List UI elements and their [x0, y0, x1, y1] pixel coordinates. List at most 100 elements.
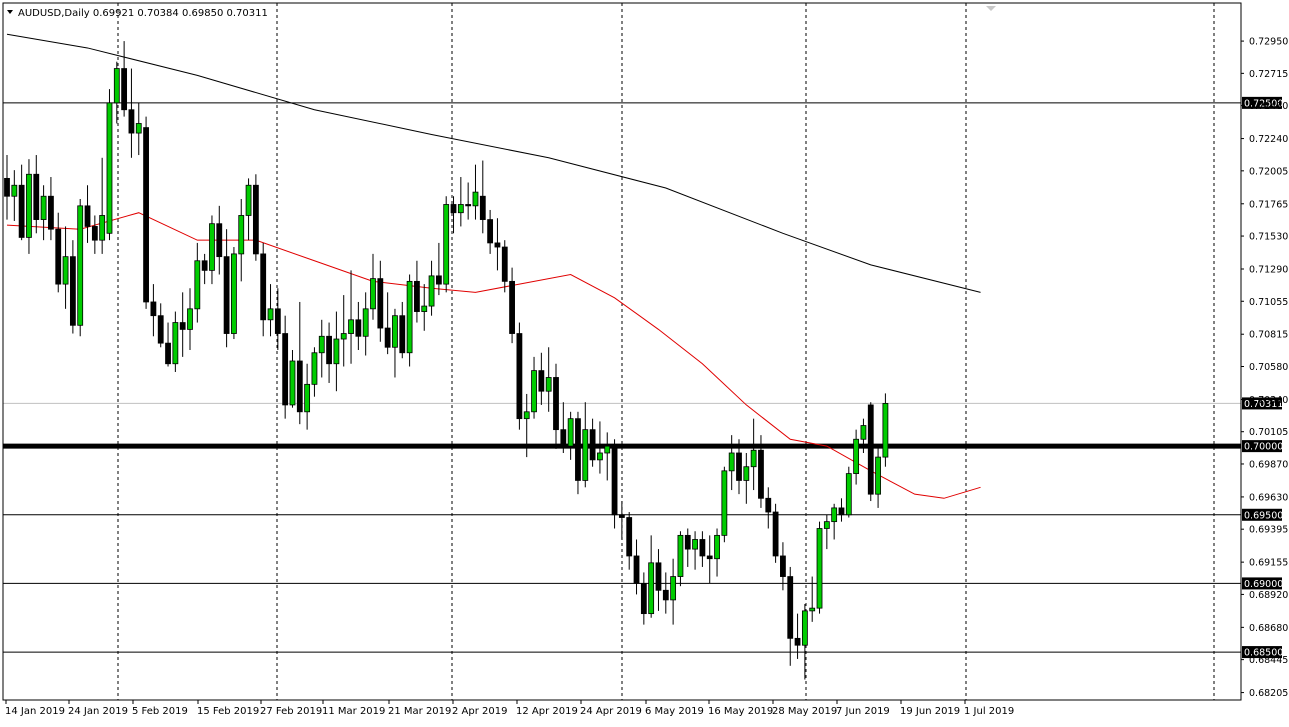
candle[interactable] — [421, 284, 428, 331]
candle[interactable] — [26, 159, 32, 254]
candle[interactable] — [289, 350, 296, 408]
candle[interactable] — [128, 68, 135, 158]
candle[interactable] — [362, 292, 369, 356]
candle[interactable] — [428, 260, 435, 316]
candle[interactable] — [721, 466, 728, 543]
candle[interactable] — [831, 503, 838, 540]
candle[interactable] — [106, 89, 113, 241]
candle[interactable] — [648, 535, 655, 618]
candle[interactable] — [867, 402, 874, 502]
collapse-arrow-icon[interactable] — [7, 10, 13, 14]
candle[interactable] — [348, 270, 354, 364]
candle[interactable] — [816, 521, 823, 614]
candle[interactable] — [684, 528, 691, 567]
candle[interactable] — [699, 531, 706, 567]
candle[interactable] — [443, 196, 450, 293]
candle[interactable] — [494, 218, 501, 271]
candle[interactable] — [311, 347, 318, 397]
candle[interactable] — [523, 393, 530, 458]
candle[interactable] — [567, 411, 574, 460]
candle[interactable] — [377, 260, 384, 342]
candle[interactable] — [823, 514, 830, 550]
candle[interactable] — [589, 418, 596, 467]
candle[interactable] — [340, 295, 347, 367]
candle[interactable] — [531, 356, 537, 419]
candle[interactable] — [560, 402, 567, 453]
candle[interactable] — [875, 446, 881, 508]
candle[interactable] — [392, 308, 398, 378]
candle[interactable] — [282, 315, 289, 419]
candle[interactable] — [91, 215, 98, 254]
candle[interactable] — [238, 198, 245, 282]
candle[interactable] — [765, 487, 772, 529]
candle[interactable] — [479, 160, 486, 234]
candle[interactable] — [743, 452, 750, 504]
candle[interactable] — [121, 41, 128, 117]
candle[interactable] — [882, 393, 889, 467]
candle[interactable] — [84, 185, 91, 243]
scroll-marker-icon[interactable] — [986, 6, 996, 11]
candle[interactable] — [304, 363, 311, 430]
candle[interactable] — [457, 177, 464, 227]
candle[interactable] — [450, 196, 457, 234]
candle[interactable] — [640, 572, 647, 625]
candle[interactable] — [333, 311, 340, 392]
candle[interactable] — [787, 566, 794, 666]
candle[interactable] — [267, 284, 274, 337]
candle[interactable] — [714, 528, 720, 577]
candle[interactable] — [40, 185, 47, 241]
candle[interactable] — [538, 352, 545, 405]
candle[interactable] — [575, 411, 581, 495]
candle[interactable] — [772, 503, 779, 563]
candle[interactable] — [677, 531, 684, 587]
candle[interactable] — [69, 240, 76, 334]
candle[interactable] — [692, 531, 698, 570]
candle[interactable] — [465, 182, 472, 220]
candle[interactable] — [150, 284, 157, 337]
candle[interactable] — [853, 429, 860, 485]
candle[interactable] — [838, 498, 845, 522]
candle[interactable] — [414, 260, 420, 323]
candle[interactable] — [845, 466, 852, 518]
candle[interactable] — [750, 418, 757, 491]
candle[interactable] — [487, 209, 494, 254]
candle[interactable] — [260, 242, 267, 337]
candle[interactable] — [611, 439, 618, 529]
candle[interactable] — [406, 274, 413, 367]
candle[interactable] — [355, 301, 362, 351]
candle[interactable] — [618, 501, 625, 540]
candle[interactable] — [728, 435, 735, 491]
candle[interactable] — [706, 535, 713, 584]
candle[interactable] — [809, 576, 816, 622]
candle[interactable] — [801, 604, 808, 680]
candle[interactable] — [33, 155, 40, 234]
candle[interactable] — [501, 240, 508, 293]
candle[interactable] — [597, 421, 603, 474]
candle[interactable] — [252, 174, 259, 261]
candle[interactable] — [231, 247, 237, 340]
candle[interactable] — [77, 198, 84, 337]
candle[interactable] — [670, 558, 677, 625]
candle[interactable] — [216, 205, 223, 275]
candle[interactable] — [11, 170, 18, 221]
candle[interactable] — [194, 242, 201, 323]
candle[interactable] — [48, 177, 54, 241]
candle[interactable] — [274, 288, 281, 351]
candle[interactable] — [553, 363, 559, 449]
candle[interactable] — [604, 432, 611, 481]
candle[interactable] — [296, 301, 303, 425]
candle[interactable] — [157, 303, 164, 348]
candle[interactable] — [509, 267, 515, 344]
candle[interactable] — [758, 435, 764, 508]
candle[interactable] — [370, 253, 376, 320]
candle[interactable] — [113, 61, 120, 124]
candle[interactable] — [384, 292, 391, 355]
candle[interactable] — [582, 402, 589, 488]
candle[interactable] — [55, 212, 62, 293]
candle[interactable] — [245, 178, 252, 241]
candle[interactable] — [662, 572, 669, 614]
candle[interactable] — [135, 102, 142, 156]
candle[interactable] — [516, 322, 523, 430]
candle[interactable] — [165, 322, 171, 367]
